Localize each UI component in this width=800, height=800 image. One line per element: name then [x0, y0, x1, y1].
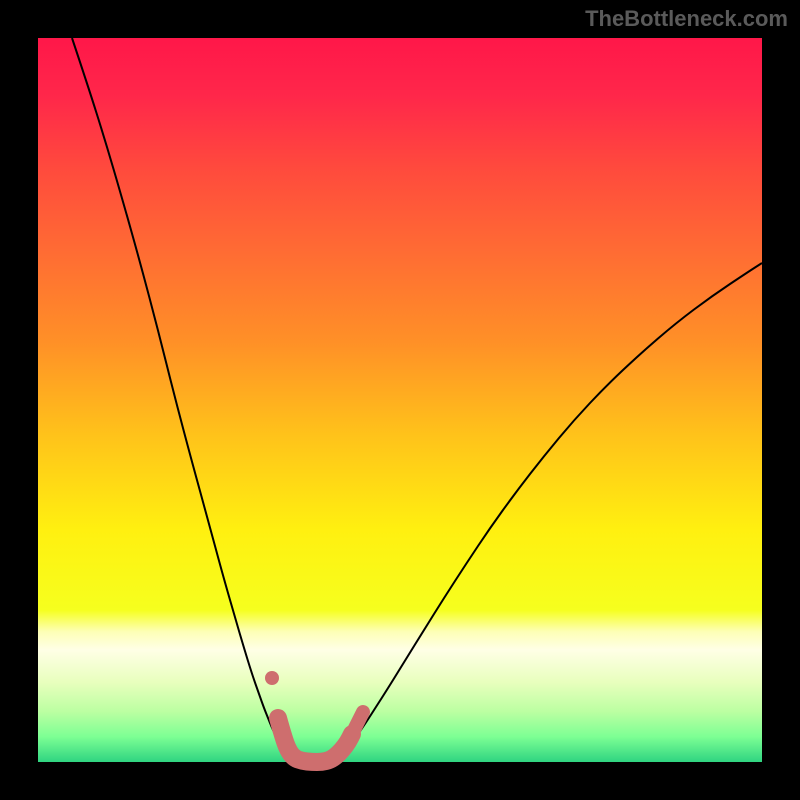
bottleneck-chart — [0, 0, 800, 800]
marker-dot — [265, 671, 279, 685]
watermark-text: TheBottleneck.com — [585, 6, 788, 32]
marker-segment-1 — [352, 712, 363, 734]
